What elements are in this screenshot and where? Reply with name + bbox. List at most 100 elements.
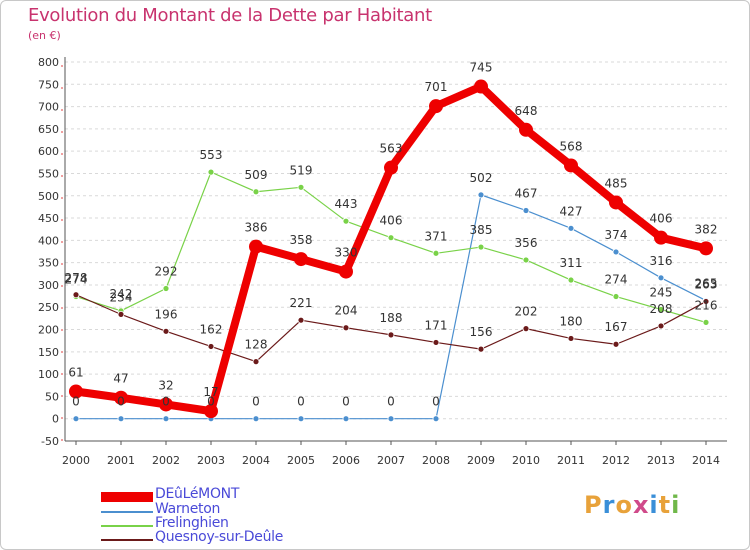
data-label-quesnoy: 128 <box>245 338 268 352</box>
data-point-deulemont <box>609 195 623 210</box>
data-point-warneton <box>477 191 485 199</box>
data-point-quesnoy <box>702 298 710 305</box>
data-point-deulemont <box>294 252 308 267</box>
data-point-quesnoy <box>657 322 665 330</box>
data-point-warneton <box>342 415 350 423</box>
data-point-quesnoy <box>342 324 350 332</box>
x-tick-label: 2003 <box>197 454 225 467</box>
data-label-quesnoy: 156 <box>470 325 493 339</box>
data-point-warneton <box>297 415 305 423</box>
data-point-warneton <box>522 207 530 214</box>
data-label-warneton: 0 <box>207 395 215 409</box>
data-label-quesnoy: 171 <box>425 318 448 332</box>
logo-letter: i <box>649 491 659 519</box>
x-tick-label: 2009 <box>467 454 495 467</box>
y-tick-label: 150 <box>38 346 59 359</box>
x-tick-label: 2011 <box>557 454 585 467</box>
y-tick-label: 250 <box>38 301 59 314</box>
data-point-deulemont <box>159 397 173 412</box>
data-label-quesnoy: 221 <box>290 296 313 310</box>
data-label-frelinghien: 371 <box>425 229 448 243</box>
legend-swatch-quesnoy <box>101 539 153 541</box>
x-tick-label: 2007 <box>377 454 405 467</box>
data-label-deulemont: 330 <box>335 246 358 260</box>
data-label-frelinghien: 242 <box>110 287 133 301</box>
x-tick-label: 2002 <box>152 454 180 467</box>
legend-label-warneton: Warneton <box>155 501 221 517</box>
data-point-deulemont <box>699 241 713 256</box>
data-point-quesnoy <box>117 310 125 318</box>
axes: -50 0 50 100 150 200 250 300 350 400 450 500 550 600 6… <box>38 56 727 467</box>
data-label-deulemont: 648 <box>515 104 538 118</box>
data-label-warneton: 0 <box>117 395 125 409</box>
data-point-warneton <box>432 415 440 423</box>
data-point-quesnoy <box>477 345 485 353</box>
data-point-frelinghien <box>612 293 620 300</box>
logo-letter: i <box>671 491 681 519</box>
data-label-warneton: 0 <box>432 395 440 409</box>
data-point-frelinghien <box>207 168 215 176</box>
y-tick-label: 200 <box>38 324 59 337</box>
y-tick-label: 700 <box>38 101 59 114</box>
chart-subtitle: (en €) <box>28 29 61 42</box>
y-tick-label: 300 <box>38 279 59 292</box>
data-point-deulemont <box>69 384 83 399</box>
y-tick-label: 0 <box>52 413 59 426</box>
data-point-deulemont <box>519 122 533 137</box>
x-tick-label: 2001 <box>107 454 135 467</box>
data-point-quesnoy <box>162 327 170 335</box>
legend-label-frelinghien: Frelinghien <box>155 515 229 531</box>
data-label-quesnoy: 180 <box>560 314 583 328</box>
data-label-deulemont: 382 <box>695 222 718 236</box>
y-tick-label: 750 <box>38 78 59 91</box>
data-point-deulemont <box>204 404 218 419</box>
data-point-warneton <box>72 415 80 423</box>
data-point-frelinghien <box>252 188 260 196</box>
x-tick-label: 2010 <box>512 454 540 467</box>
data-label-quesnoy: 204 <box>335 304 358 318</box>
data-point-deulemont <box>339 264 353 279</box>
series-lines <box>69 79 713 423</box>
x-tick-label: 2013 <box>647 454 675 467</box>
legend-label-deulemont: DEûLéMONT <box>155 486 240 502</box>
x-tick-label: 2006 <box>332 454 360 467</box>
logo-letter: t <box>658 491 672 519</box>
data-point-frelinghien <box>702 318 710 326</box>
data-label-warneton: 0 <box>162 395 170 409</box>
data-point-quesnoy <box>612 340 620 348</box>
data-point-deulemont <box>564 158 578 173</box>
legend-label-quesnoy: Quesnoy-sur-Deûle <box>155 529 284 545</box>
data-point-quesnoy <box>522 325 530 333</box>
data-label-frelinghien: 245 <box>650 285 673 299</box>
data-point-warneton <box>567 224 575 232</box>
y-tick-label: 550 <box>38 167 59 180</box>
data-point-frelinghien <box>432 249 440 257</box>
data-labels: 61 47 32 17 386 358 330 563 701 745 648 568 485 406 38… <box>65 61 718 409</box>
y-tick-label: 800 <box>38 56 59 69</box>
data-point-warneton <box>387 415 395 423</box>
data-point-deulemont <box>654 230 668 245</box>
data-label-deulemont: 358 <box>290 233 313 247</box>
data-point-frelinghien <box>522 256 530 264</box>
x-tick-label: 2000 <box>62 454 90 467</box>
data-point-quesnoy <box>252 358 260 366</box>
data-label-warneton: 0 <box>342 395 350 409</box>
data-label-frelinghien: 274 <box>605 273 628 287</box>
logo-letter: x <box>632 491 650 519</box>
data-point-deulemont <box>474 79 488 94</box>
y-tick-label: 600 <box>38 145 59 158</box>
legend-swatch-warneton <box>101 511 153 513</box>
x-tick-label: 2014 <box>692 454 720 467</box>
data-label-warneton: 374 <box>605 228 628 242</box>
data-label-quesnoy: 278 <box>65 271 88 285</box>
data-label-warneton: 467 <box>515 186 538 200</box>
data-label-warneton: 265 <box>695 277 718 291</box>
data-label-deulemont: 386 <box>245 221 268 235</box>
data-label-quesnoy: 202 <box>515 305 538 319</box>
data-point-warneton <box>612 248 620 256</box>
x-tick-label: 2005 <box>287 454 315 467</box>
data-label-deulemont: 17 <box>203 385 218 399</box>
y-tick-label: 100 <box>38 368 59 381</box>
data-label-quesnoy: 162 <box>200 322 223 336</box>
data-point-frelinghien <box>567 276 575 284</box>
